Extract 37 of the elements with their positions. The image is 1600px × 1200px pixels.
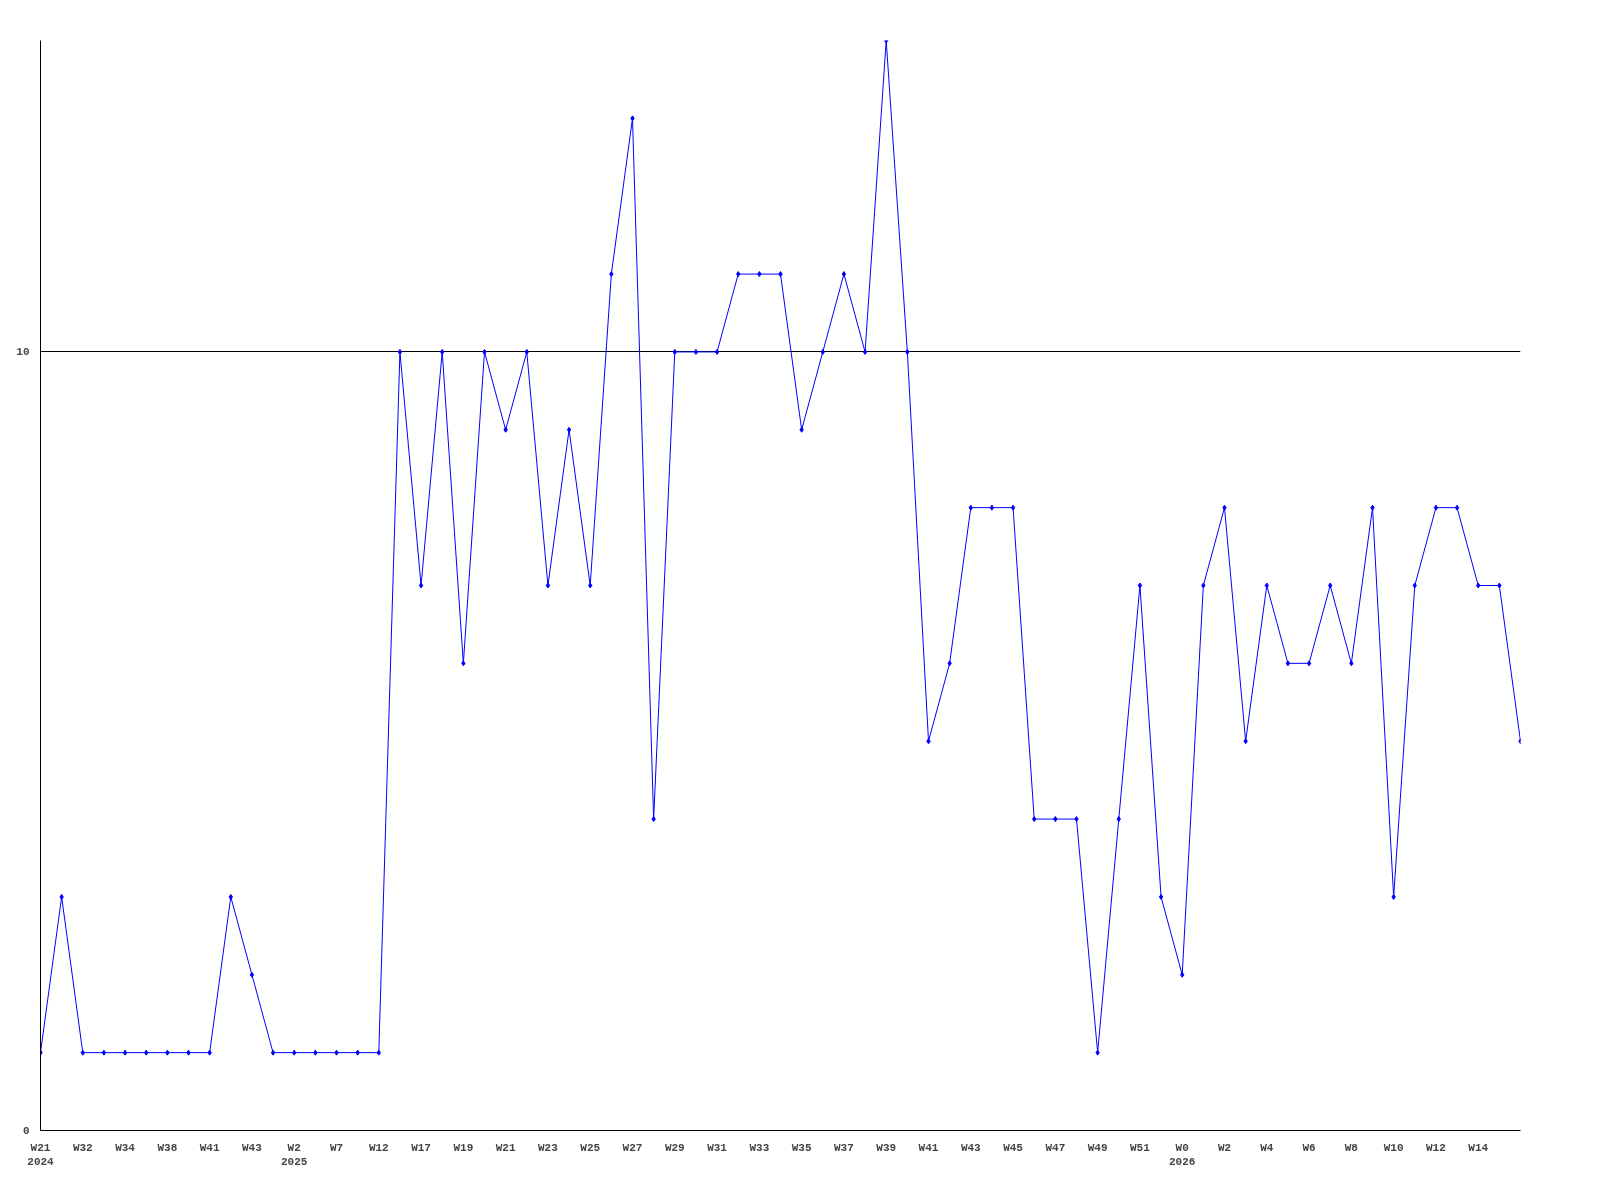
x-tick-label: W31 <box>707 1141 728 1154</box>
x-tick-label: W34 <box>115 1141 136 1154</box>
x-tick-label: W39 <box>876 1141 897 1154</box>
x-tick-label: W4 <box>1260 1141 1274 1154</box>
x-tick-label: W17 <box>411 1141 431 1154</box>
x-tick-label: W23 <box>538 1141 559 1154</box>
y-tick-label: 10 <box>16 346 30 359</box>
x-tick-label: W2 <box>1217 1141 1232 1154</box>
x-tick-label: W49 <box>1087 1141 1108 1154</box>
x-tick-label: W19 <box>453 1141 474 1154</box>
y-tick-label: 0 <box>22 1125 30 1137</box>
x-tick-label: W45 <box>1003 1141 1024 1154</box>
x-tick-label: W8 <box>1344 1141 1359 1154</box>
x-tick-label: W33 <box>749 1141 770 1154</box>
x-tick-label: W12 <box>1426 1141 1446 1154</box>
x-tick-label: W27 <box>622 1141 643 1154</box>
x-tick-label: W7 <box>329 1141 344 1154</box>
x-tick-label: W37 <box>834 1141 854 1154</box>
x-tick-label: W47 <box>1045 1141 1066 1154</box>
x-tick-label: W0 2026 <box>1169 1141 1196 1168</box>
x-tick-label: W21 2024 <box>27 1141 55 1168</box>
x-tick-label: W43 <box>960 1141 982 1154</box>
x-tick-label: W41 <box>918 1141 939 1154</box>
x-tick-label: W41 <box>199 1141 220 1154</box>
x-tick-label: W38 <box>157 1141 178 1154</box>
x-tick-label: W14 <box>1468 1141 1489 1154</box>
x-tick-label: W29 <box>664 1141 685 1154</box>
x-tick-label: W25 <box>580 1141 601 1154</box>
x-tick-label: W12 <box>368 1141 389 1154</box>
x-tick-label: W21 <box>495 1141 516 1154</box>
x-tick-label: W35 <box>791 1141 812 1154</box>
x-tick-label: W43 <box>242 1141 263 1154</box>
x-tick-label: W51 <box>1130 1141 1151 1154</box>
x-tick-label: W2 2025 <box>281 1141 308 1168</box>
x-tick-label: W32 <box>72 1141 93 1154</box>
x-tick-label: W6 <box>1302 1141 1316 1154</box>
x-tick-label: W10 <box>1383 1141 1404 1154</box>
